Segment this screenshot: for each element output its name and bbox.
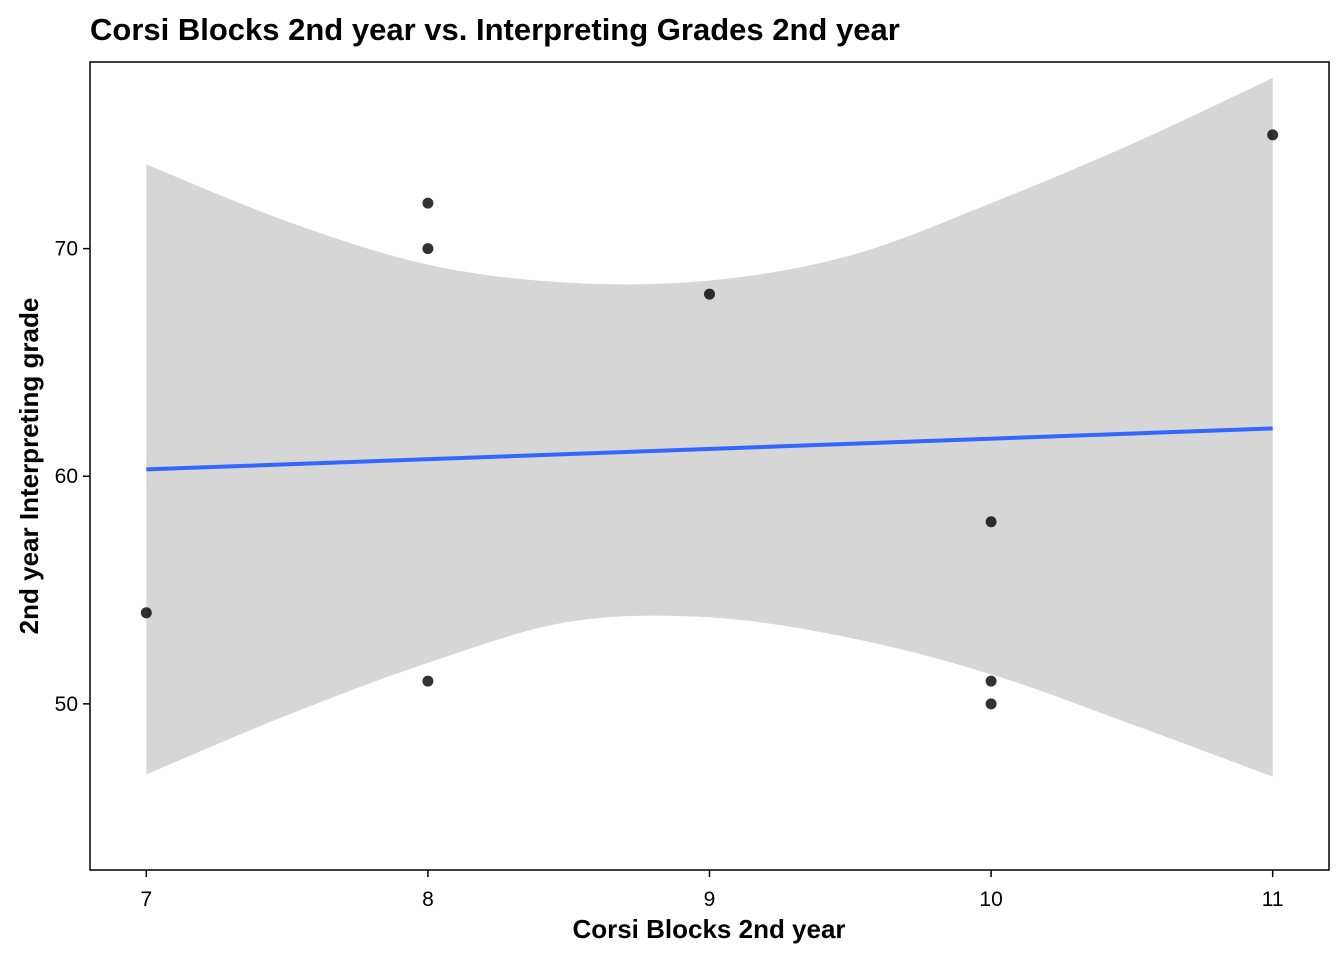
chart-title: Corsi Blocks 2nd year vs. Interpreting G… (90, 12, 900, 47)
data-point (422, 197, 434, 209)
y-axis: 50 60 70 (55, 238, 90, 716)
x-tick-label: 9 (704, 888, 716, 911)
points-layer (140, 129, 1279, 710)
y-tick-label: 70 (55, 238, 78, 261)
data-point (422, 243, 434, 255)
data-point (985, 516, 997, 528)
x-tick-label: 10 (979, 888, 1002, 911)
x-tick-label: 8 (422, 888, 434, 911)
x-axis-title: Corsi Blocks 2nd year (572, 914, 845, 944)
data-point (140, 607, 152, 619)
data-point (985, 698, 997, 710)
data-point (422, 675, 434, 687)
confidence-band (146, 77, 1273, 777)
y-axis-title: 2nd year Interpreting grade (14, 298, 44, 635)
fit-line-layer (146, 426, 1273, 472)
data-point (1267, 129, 1279, 141)
x-axis: 7 8 9 10 11 (140, 870, 1284, 911)
x-tick-label: 7 (140, 888, 152, 911)
y-tick-label: 60 (55, 465, 78, 488)
confidence-band-layer (146, 77, 1273, 777)
data-point (985, 675, 997, 687)
x-tick-label: 11 (1262, 888, 1284, 911)
data-point (704, 288, 715, 300)
y-tick-label: 50 (55, 693, 78, 716)
regression-line (146, 426, 1273, 472)
